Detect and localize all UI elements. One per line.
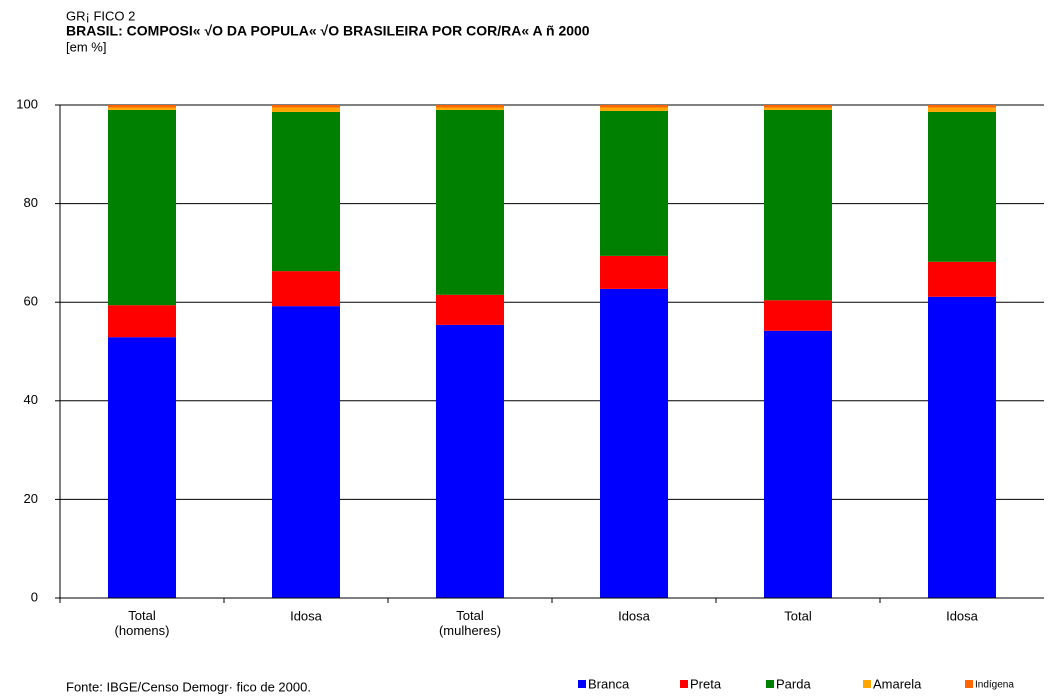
x-tick-label: Idosa: [618, 608, 651, 623]
y-tick-label: 80: [24, 195, 38, 210]
legend-swatch: [578, 680, 586, 688]
chart-subtitle: [em %]: [66, 39, 106, 54]
legend-label: Amarela: [873, 676, 922, 691]
bar-segment: [764, 330, 832, 598]
bar-segment: [436, 105, 504, 108]
legend-swatch: [965, 680, 973, 688]
y-tick-label: 0: [31, 589, 38, 604]
legend-swatch: [766, 680, 774, 688]
x-tick-label: Total (homens): [115, 608, 170, 638]
legend-label: Preta: [690, 676, 722, 691]
bar-segment: [272, 105, 340, 108]
chart-pretitle: GR¡ FICO 2: [66, 8, 135, 23]
bar-segment: [764, 300, 832, 331]
bar-segment: [108, 109, 176, 306]
bar-segment: [600, 110, 668, 256]
x-tick-label: Idosa: [290, 608, 323, 623]
bar-segment: [108, 337, 176, 598]
bar-segment: [272, 306, 340, 598]
legend-label: Indígena: [975, 680, 1014, 691]
bar-segment: [272, 107, 340, 112]
bar-segment: [272, 271, 340, 307]
legend-label: Branca: [588, 676, 630, 691]
bar-segment: [928, 111, 996, 262]
bar-segment: [928, 107, 996, 112]
bar-segment: [436, 294, 504, 325]
legend-swatch: [863, 680, 871, 688]
bar-segment: [600, 105, 668, 108]
bar-segment: [928, 296, 996, 598]
y-tick-label: 60: [24, 294, 38, 309]
bar-segment: [764, 107, 832, 110]
chart-title: BRASIL: COMPOSI« √O DA POPULA« √O BRASIL…: [66, 23, 590, 39]
x-tick-label: Total: [784, 608, 812, 623]
bar-segment: [600, 255, 668, 289]
y-tick-label: 40: [24, 392, 38, 407]
bar-segment: [436, 107, 504, 110]
x-tick-label: Total (mulheres): [439, 608, 501, 638]
bar-segment: [600, 288, 668, 598]
y-tick-label: 100: [16, 96, 38, 111]
bar-segment: [272, 111, 340, 272]
legend-label: Parda: [776, 676, 811, 691]
bar-segment: [600, 107, 668, 111]
legend-swatch: [680, 680, 688, 688]
bar-segment: [764, 105, 832, 108]
bar-segment: [764, 109, 832, 301]
bar-segment: [436, 109, 504, 295]
source-note: Fonte: IBGE/Censo Demogr· fico de 2000.: [66, 679, 311, 694]
y-tick-label: 20: [24, 491, 38, 506]
bar-segment: [928, 261, 996, 297]
bar-segment: [108, 305, 176, 338]
x-tick-label: Idosa: [946, 608, 979, 623]
bar-segment: [108, 107, 176, 110]
bar-segment: [928, 105, 996, 108]
bar-segment: [108, 105, 176, 108]
bar-segment: [436, 324, 504, 598]
